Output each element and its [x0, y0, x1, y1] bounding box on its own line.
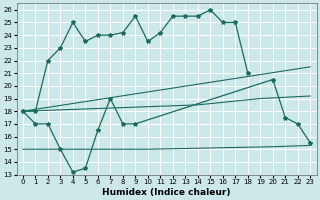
X-axis label: Humidex (Indice chaleur): Humidex (Indice chaleur): [102, 188, 231, 197]
